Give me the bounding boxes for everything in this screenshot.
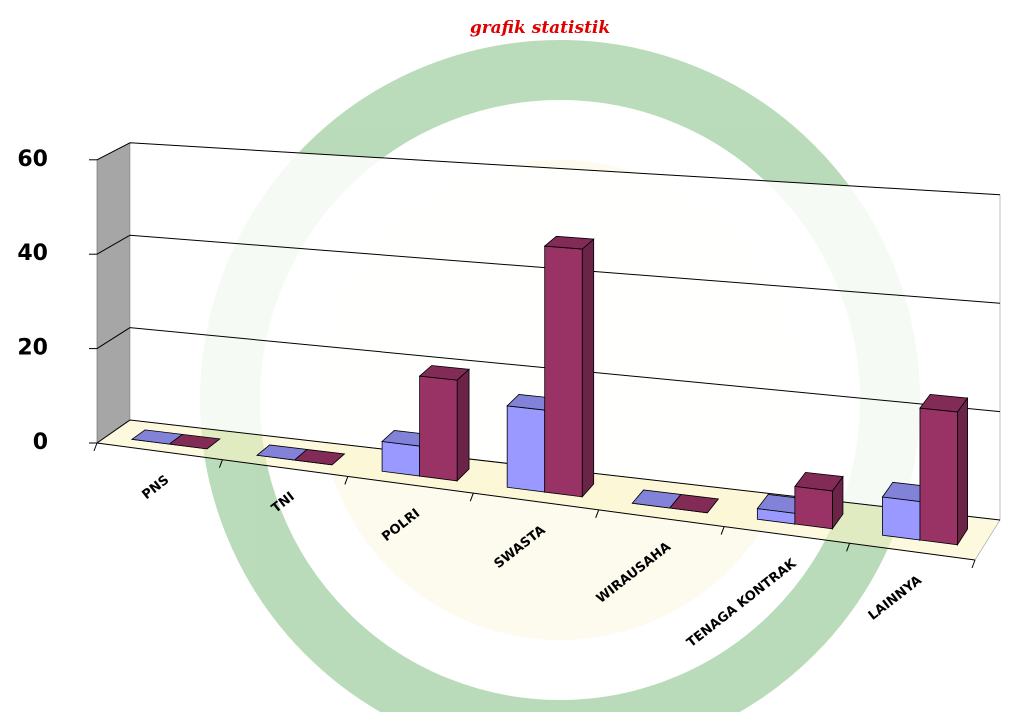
bar-side	[456, 368, 470, 482]
bar-front	[882, 496, 921, 541]
grid-line	[96, 327, 1001, 413]
y-tick-label: 20	[17, 336, 48, 361]
x-tick-label: PNS	[139, 473, 172, 503]
bar	[794, 471, 844, 531]
x-tick-mark	[93, 442, 98, 452]
x-tick-label: LAINNYA	[866, 573, 925, 624]
x-axis	[96, 442, 976, 561]
bar	[293, 449, 346, 466]
chart-title: grafik statistik	[470, 18, 610, 38]
bar-top	[919, 393, 969, 413]
bar-front	[919, 407, 958, 546]
grid-line	[96, 234, 1001, 304]
bar-front	[506, 405, 546, 493]
x-tick-mark	[595, 509, 600, 519]
x-tick-mark	[344, 476, 349, 485]
bar	[543, 235, 595, 498]
bar-top	[543, 235, 595, 250]
bar	[919, 393, 969, 547]
bar	[669, 494, 720, 514]
bar-front	[381, 441, 421, 477]
grid-line	[96, 142, 1001, 196]
bar-top	[293, 449, 346, 466]
grid-line	[96, 419, 1001, 521]
bar-side	[581, 238, 595, 498]
bar-side	[957, 396, 968, 547]
bar-top	[418, 365, 470, 381]
bar	[168, 433, 221, 450]
y-tick-label: 60	[17, 147, 48, 172]
bar-front	[544, 245, 583, 498]
x-tick-mark	[971, 559, 976, 569]
bar-top	[168, 433, 221, 450]
x-tick-mark	[218, 459, 223, 468]
bar-top	[669, 494, 720, 514]
y-tick-label: 0	[33, 430, 48, 455]
x-tick-mark	[846, 543, 851, 552]
left-wall	[96, 142, 131, 444]
bar	[418, 365, 470, 482]
bar-top	[794, 471, 844, 492]
x-tick-mark	[720, 526, 725, 535]
bar-front	[794, 485, 833, 530]
y-tick-label: 40	[17, 241, 48, 266]
bar-front	[419, 375, 458, 482]
x-tick-mark	[469, 492, 474, 502]
